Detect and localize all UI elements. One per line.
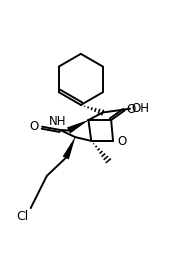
Text: O: O <box>29 120 39 133</box>
Text: OH: OH <box>132 102 150 115</box>
Text: Cl: Cl <box>16 210 28 223</box>
Polygon shape <box>63 137 75 159</box>
Text: NH: NH <box>49 115 67 128</box>
Polygon shape <box>67 120 89 133</box>
Text: O: O <box>126 103 136 116</box>
Text: O: O <box>117 135 127 148</box>
